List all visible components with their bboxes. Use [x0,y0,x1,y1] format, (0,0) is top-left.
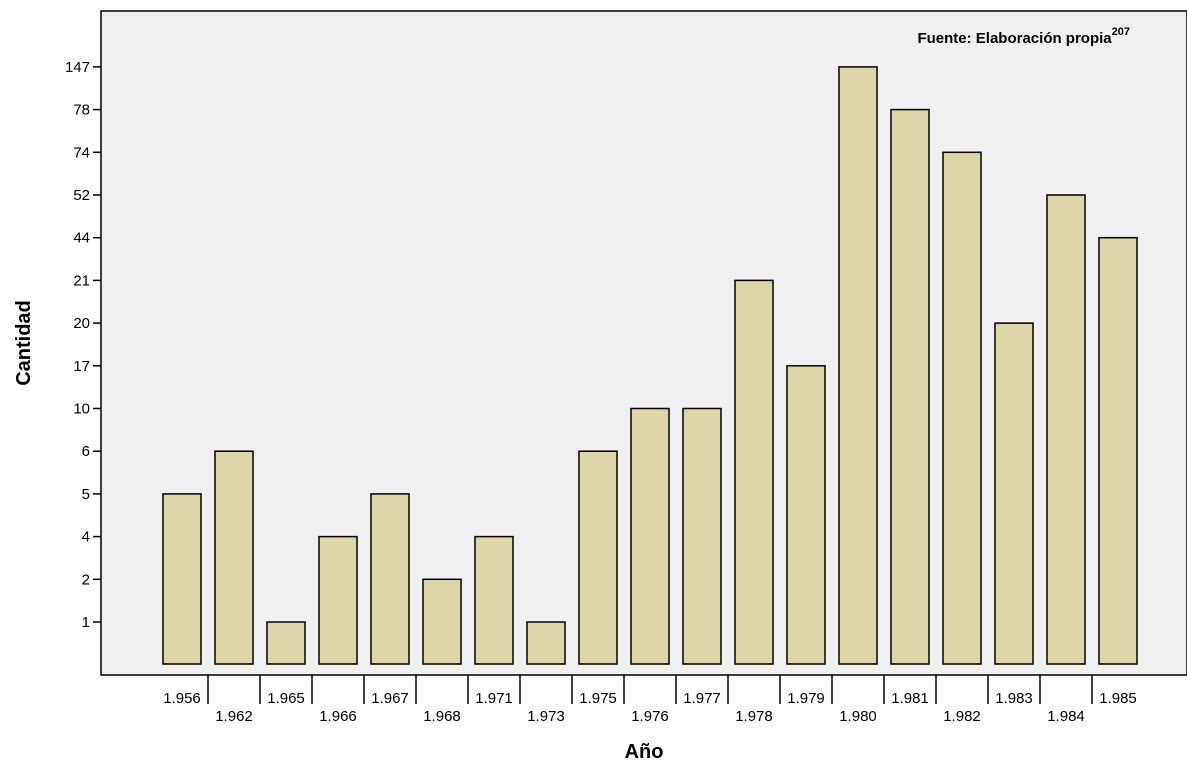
x-tick-label: 1.962 [215,708,253,725]
source-note-sup: 207 [1112,26,1130,38]
x-tick-label: 1.968 [423,708,461,725]
bar [786,365,826,665]
y-tick-label: 5 [82,486,90,503]
x-tick-label: 1.981 [891,690,929,707]
y-tick-label: 1 [82,614,90,631]
x-axis-title: Año [625,741,664,762]
x-tick-label: 1.967 [371,690,409,707]
bar [1046,194,1086,665]
bar [630,407,670,665]
bar [890,108,930,665]
bar [318,535,358,665]
x-tick-label: 1.984 [1047,708,1085,725]
bar [682,407,722,665]
x-tick-label: 1.983 [995,690,1033,707]
x-tick-label: 1.977 [683,690,721,707]
y-axis-title: Cantidad [13,300,35,386]
bar [734,279,774,665]
x-tick-label: 1.975 [579,690,617,707]
bar [838,66,878,665]
y-tick-label: 4 [82,529,90,546]
y-tick-label: 147 [65,59,90,76]
bar [370,493,410,665]
y-tick-label: 20 [73,315,90,332]
bars [162,66,1138,665]
bar [266,621,306,665]
bar [578,450,618,665]
bar [422,578,462,665]
x-tick-label: 1.978 [735,708,773,725]
x-tick-label: 1.979 [787,690,825,707]
y-tick-label: 52 [73,187,90,204]
y-tick-label: 74 [73,144,90,161]
bar [214,450,254,665]
y-tick-label: 44 [73,230,90,247]
x-tick-label: 1.976 [631,708,669,725]
source-note-text: Fuente: Elaboración propia [917,30,1112,47]
x-tick-label: 1.973 [527,708,565,725]
y-axis: 1 2 4 5 6 10 17 20 21 44 52 74 78 147 [65,59,101,631]
x-tick-label: 1.982 [943,708,981,725]
bar [1098,236,1138,665]
x-tick-label: 1.971 [475,690,513,707]
x-tick-label: 1.980 [839,708,877,725]
bar [994,322,1034,665]
y-tick-label: 6 [82,443,90,460]
y-tick-label: 10 [73,401,90,418]
y-tick-label: 2 [82,571,90,588]
x-tick-label: 1.965 [267,690,305,707]
x-tick-label: 1.985 [1099,690,1137,707]
bar [474,535,514,665]
y-tick-label: 17 [73,358,90,375]
x-tick-label: 1.966 [319,708,357,725]
bar [526,621,566,665]
bar [942,151,982,665]
y-tick-label: 21 [73,272,90,289]
source-note: Fuente: Elaboración propia207 [917,26,1130,47]
bar [162,493,202,665]
x-axis: 1.956 1.962 1.965 1.966 1.967 1.968 1.971 1.973… [163,675,1137,725]
y-tick-label: 78 [73,102,90,119]
x-tick-label: 1.956 [163,690,201,707]
